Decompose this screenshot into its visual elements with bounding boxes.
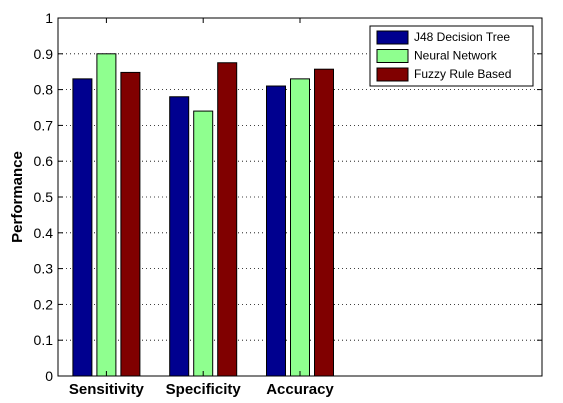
- bar: [72, 78, 93, 377]
- bar: [96, 53, 117, 377]
- legend-swatch: [376, 30, 409, 45]
- bar: [266, 85, 286, 377]
- x-tick-label: Sensitivity: [69, 381, 145, 398]
- x-tick-label: Specificity: [166, 381, 242, 398]
- y-tick-label: 0.8: [34, 82, 54, 98]
- bars: [72, 53, 334, 377]
- bar: [193, 110, 214, 377]
- y-tick-label: 0.9: [34, 46, 54, 62]
- y-tick-label: 0.7: [34, 117, 54, 133]
- y-tick-label: 0.1: [34, 332, 54, 348]
- legend-entry: J48 Decision Tree: [414, 30, 510, 44]
- y-tick-label: 0.6: [34, 153, 54, 169]
- legend-entry: Neural Network: [414, 49, 498, 63]
- y-tick-label: 0.5: [34, 189, 54, 205]
- y-tick-label: 0: [45, 368, 53, 384]
- legend-swatch: [376, 67, 409, 82]
- y-tick-label: 0.4: [34, 225, 54, 241]
- legend-entry: Fuzzy Rule Based: [414, 67, 511, 81]
- y-axis: 0 0.1 0.2 0.3 0.4 0.5 0.6 0.7 0.8 0.9 1: [34, 10, 542, 384]
- y-tick-label: 1: [45, 10, 53, 26]
- y-tick-label: 0.2: [34, 296, 54, 312]
- bar: [314, 68, 334, 377]
- y-axis-label: Performance: [9, 151, 26, 243]
- bar: [217, 62, 238, 377]
- bar: [120, 71, 141, 377]
- bar: [290, 78, 310, 377]
- legend-swatch: [376, 49, 409, 63]
- y-tick-label: 0.3: [34, 261, 54, 277]
- x-axis: Sensitivity Specificity Accuracy: [69, 18, 334, 398]
- bar: [169, 96, 190, 377]
- legend: J48 Decision Tree Neural Network Fuzzy Rul…: [369, 25, 534, 87]
- x-tick-label: Accuracy: [266, 381, 334, 398]
